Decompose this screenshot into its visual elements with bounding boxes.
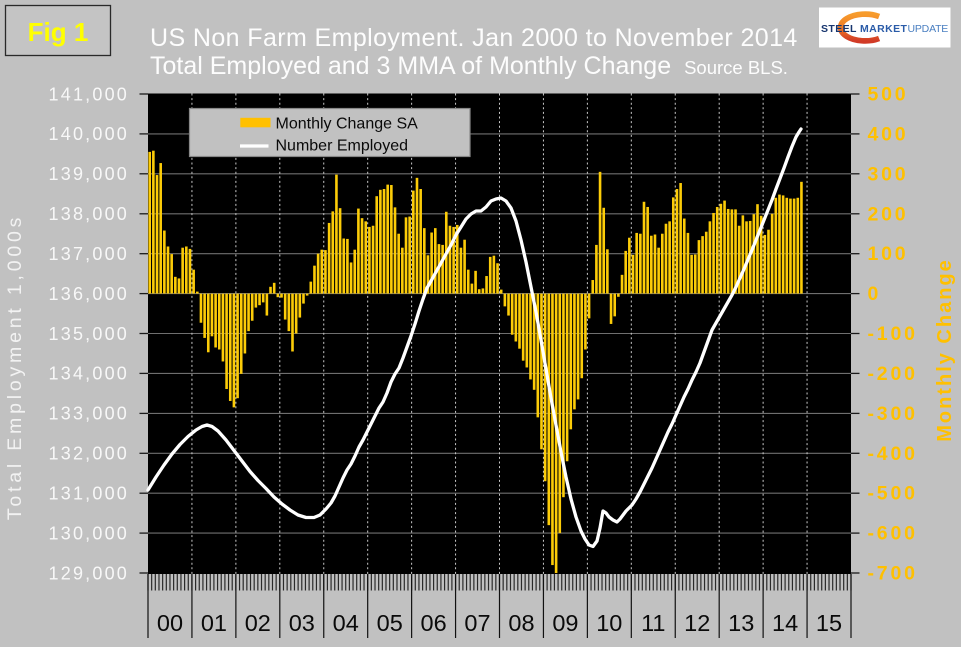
svg-text:-500: -500 bbox=[868, 483, 918, 505]
svg-text:134,000: 134,000 bbox=[49, 364, 129, 384]
svg-text:135,000: 135,000 bbox=[49, 324, 129, 344]
svg-text:Total Employment 1,000s: Total Employment 1,000s bbox=[4, 214, 26, 520]
svg-text:500: 500 bbox=[868, 84, 909, 106]
svg-text:129,000: 129,000 bbox=[49, 563, 129, 583]
svg-text:131,000: 131,000 bbox=[49, 484, 129, 504]
svg-text:Monthly Change SA: Monthly Change SA bbox=[276, 116, 419, 133]
svg-text:07: 07 bbox=[464, 610, 490, 636]
svg-text:06: 06 bbox=[421, 610, 447, 636]
svg-text:US Non Farm Employment. Jan 20: US Non Farm Employment. Jan 2000 to Nove… bbox=[150, 24, 798, 52]
svg-text:Monthly Change: Monthly Change bbox=[934, 258, 956, 442]
svg-text:300: 300 bbox=[868, 163, 909, 185]
svg-text:04: 04 bbox=[333, 610, 359, 636]
svg-text:UPDATE: UPDATE bbox=[908, 23, 949, 35]
svg-text:-700: -700 bbox=[868, 563, 918, 585]
svg-text:136,000: 136,000 bbox=[49, 284, 129, 304]
svg-text:-100: -100 bbox=[868, 323, 918, 345]
svg-text:00: 00 bbox=[157, 610, 183, 636]
svg-text:15: 15 bbox=[816, 610, 842, 636]
svg-text:03: 03 bbox=[289, 610, 315, 636]
svg-text:139,000: 139,000 bbox=[49, 164, 129, 184]
svg-text:141,000: 141,000 bbox=[49, 84, 129, 104]
svg-text:100: 100 bbox=[868, 243, 909, 265]
svg-text:0: 0 bbox=[868, 283, 882, 305]
svg-text:Fig 1: Fig 1 bbox=[28, 17, 89, 47]
svg-text:200: 200 bbox=[868, 203, 909, 225]
svg-text:-200: -200 bbox=[868, 363, 918, 385]
svg-text:02: 02 bbox=[245, 610, 271, 636]
svg-text:Number Employed: Number Employed bbox=[276, 138, 409, 155]
svg-text:05: 05 bbox=[377, 610, 403, 636]
svg-text:-400: -400 bbox=[868, 443, 918, 465]
svg-text:138,000: 138,000 bbox=[49, 204, 129, 224]
svg-text:-300: -300 bbox=[868, 403, 918, 425]
svg-text:13: 13 bbox=[728, 610, 754, 636]
svg-text:Total Employed and 3 MMA of Mo: Total Employed and 3 MMA of Monthly Chan… bbox=[150, 52, 788, 80]
svg-text:400: 400 bbox=[868, 123, 909, 145]
svg-text:08: 08 bbox=[508, 610, 534, 636]
svg-text:14: 14 bbox=[772, 610, 798, 636]
svg-text:133,000: 133,000 bbox=[49, 404, 129, 424]
svg-text:11: 11 bbox=[641, 610, 665, 636]
svg-text:10: 10 bbox=[596, 610, 622, 636]
svg-text:MARKET: MARKET bbox=[860, 23, 907, 35]
svg-text:09: 09 bbox=[552, 610, 578, 636]
svg-text:12: 12 bbox=[684, 610, 710, 636]
svg-text:01: 01 bbox=[201, 610, 227, 636]
svg-text:-600: -600 bbox=[868, 523, 918, 545]
svg-text:130,000: 130,000 bbox=[49, 523, 129, 543]
svg-text:STEEL: STEEL bbox=[821, 23, 857, 35]
svg-text:140,000: 140,000 bbox=[49, 124, 129, 144]
svg-text:132,000: 132,000 bbox=[49, 444, 129, 464]
svg-text:137,000: 137,000 bbox=[49, 244, 129, 264]
